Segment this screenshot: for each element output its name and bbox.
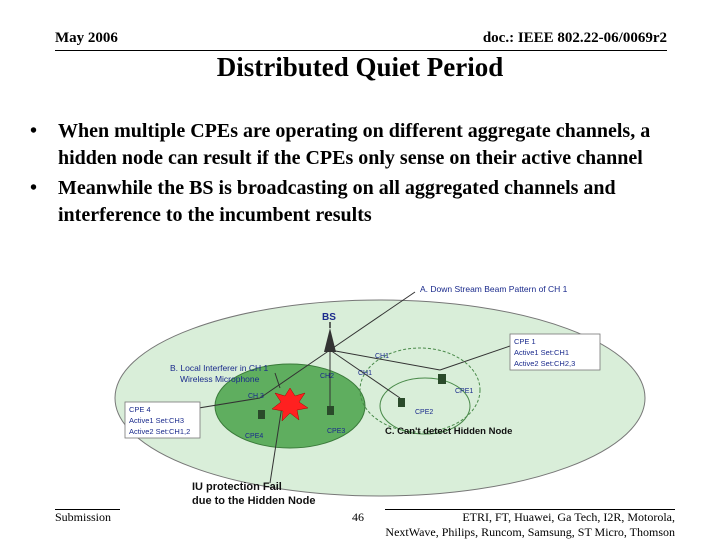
cpe3-small-label: CPE3: [327, 428, 345, 435]
fail-label-line2: due to the Hidden Node: [192, 495, 315, 507]
bullet-glyph: •: [30, 177, 38, 200]
cpe4-set1: Active1 Set:CH3: [129, 416, 184, 425]
beam-label: A. Down Stream Beam Pattern of CH 1: [420, 284, 568, 294]
footer-submission: Submission: [55, 510, 112, 524]
outer-coverage-ellipse: [114, 299, 646, 497]
hidden-node-label: C. Can't detect Hidden Node: [385, 426, 512, 437]
ch1-right-ellipse: [359, 347, 481, 433]
link-line: [269, 405, 283, 484]
interferer-icon: [271, 387, 309, 422]
footer-authors: ETRI, FT, Huawei, Ga Tech, I2R, Motorola…: [385, 510, 675, 540]
slide-title: Distributed Quiet Period: [216, 52, 504, 82]
bs-tower-icon: [324, 322, 336, 352]
link-line: [259, 349, 331, 399]
fail-label-line1: IU protection Fail: [192, 481, 282, 493]
link-line: [329, 349, 401, 399]
cpe1-set2: Active2 Set:CH2,3: [514, 359, 575, 368]
footer-rule-right: [385, 509, 675, 510]
link-line: [439, 345, 511, 371]
bullet-list: • When multiple CPEs are operating on di…: [30, 118, 695, 232]
cpe1-small-label: CPE1: [455, 388, 473, 395]
cpe-device-icon: [327, 406, 334, 415]
footer-page-number: 46: [352, 510, 364, 524]
cpe2-small-label: CPE2: [415, 409, 433, 416]
cpe4-label: CPE 4: [129, 405, 151, 414]
cpe-device-icon: [398, 398, 405, 407]
link-line: [274, 372, 281, 389]
ch1-label: CH1: [375, 353, 389, 360]
hidden-node-diagram: BS A. Down Stream Beam Pattern of CH 1 B…: [114, 284, 646, 507]
ch3-label: CH 3: [248, 393, 264, 400]
cpe1-set1: Active1 Set:CH1: [514, 348, 569, 357]
footer-authors-line2: NextWave, Philips, Runcom, Samsung, ST M…: [385, 525, 675, 539]
cpe4-info-box: CPE 4 Active1 Set:CH3 Active2 Set:CH1,2: [124, 401, 201, 439]
cpe4-set2: Active2 Set:CH1,2: [129, 427, 190, 436]
ch2-label: CH2: [320, 373, 334, 380]
header-doc-id: doc.: IEEE 802.22-06/0069r2: [482, 30, 667, 46]
cpe2-ellipse: [379, 377, 471, 435]
link-line: [329, 349, 441, 371]
bullet-text: Meanwhile the BS is broadcasting on all …: [58, 177, 616, 226]
footer-authors-line1: ETRI, FT, Huawei, Ga Tech, I2R, Motorola…: [462, 510, 675, 524]
cpe-device-icon: [438, 374, 446, 384]
bullet-item: • When multiple CPEs are operating on di…: [30, 118, 695, 171]
cpe-device-icon: [258, 410, 265, 419]
bullet-glyph: •: [30, 120, 38, 142]
footer-rule-left: [55, 509, 120, 510]
bullet-item: • Meanwhile the BS is broadcasting on al…: [30, 175, 695, 228]
cpe1-info-box: CPE 1 Active1 Set:CH1 Active2 Set:CH2,3: [509, 333, 601, 371]
bullet-text: When multiple CPEs are operating on diff…: [58, 120, 651, 169]
cpe4-small-label: CPE4: [245, 433, 263, 440]
interferer-label: B. Local Interferer in CH 1: [170, 363, 269, 373]
interferer-sublabel: Wireless Microphone: [180, 374, 260, 384]
bs-label: BS: [322, 312, 336, 323]
header-rule: [55, 50, 667, 51]
ch1b-label: CH1: [358, 370, 372, 377]
header-date: May 2006: [55, 30, 118, 46]
link-line: [329, 291, 416, 351]
cpe1-label: CPE 1: [514, 337, 536, 346]
